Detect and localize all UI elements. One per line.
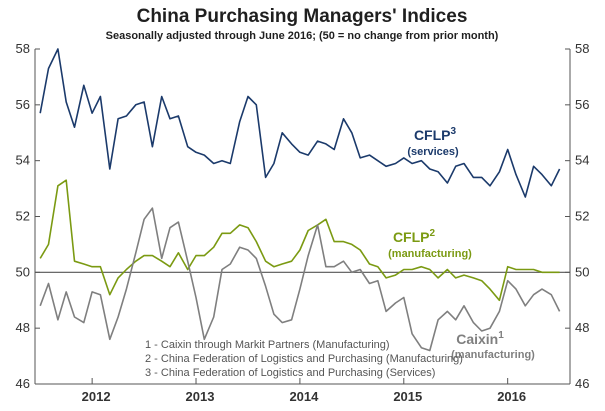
series-label-caixin: Caixin1 (456, 330, 504, 347)
x-tick-label: 2013 (186, 389, 215, 404)
series-layer (39, 48, 561, 352)
y-tick-label-left: 48 (16, 320, 30, 335)
y-tick-label-right: 58 (575, 41, 589, 56)
series-line-cflp-services (39, 48, 561, 198)
series-sublabel-services: (services) (407, 146, 459, 158)
y-tick-label-left: 58 (16, 41, 30, 56)
y-tick-label-left: 50 (16, 264, 30, 279)
y-tick-label-right: 50 (575, 264, 589, 279)
y-tick-label-right: 52 (575, 209, 589, 224)
series-line-caixin-manufacturing (39, 207, 561, 352)
y-tick-label-left: 52 (16, 209, 30, 224)
footnote-2: 2 - China Federation of Logistics and Pu… (145, 353, 463, 365)
y-tick-label-right: 48 (575, 320, 589, 335)
y-tick-label-left: 46 (16, 376, 30, 391)
x-tick-label: 2016 (497, 389, 526, 404)
chart-title: China Purchasing Managers' Indices (137, 6, 468, 27)
series-sublabel-manufacturing: (manufacturing) (388, 248, 472, 260)
y-tick-label-right: 56 (575, 97, 589, 112)
footnote-1: 1 - Caixin through Markit Partners (Manu… (145, 339, 390, 351)
y-tick-label-right: 54 (575, 153, 589, 168)
chart-subtitle: Seasonally adjusted through June 2016; (… (106, 30, 499, 42)
x-tick-label: 2014 (289, 389, 319, 404)
x-tick-label: 2015 (393, 389, 422, 404)
footnote-3: 3 - China Federation of Logistics and Pu… (145, 367, 435, 379)
x-tick-label: 2012 (82, 389, 111, 404)
series-line-cflp-manufacturing (39, 179, 560, 302)
series-label-manufacturing: CFLP2 (393, 228, 436, 245)
y-tick-label-left: 56 (16, 97, 30, 112)
series-label-services: CFLP3 (414, 126, 457, 143)
y-tick-label-right: 46 (575, 376, 589, 391)
y-tick-label-left: 54 (16, 153, 30, 168)
series-sublabel-caixin: (manufacturing) (451, 349, 535, 361)
axes: 46 46 48 48 50 50 52 52 54 54 56 56 58 58 2012 2013 2014… (16, 41, 590, 404)
